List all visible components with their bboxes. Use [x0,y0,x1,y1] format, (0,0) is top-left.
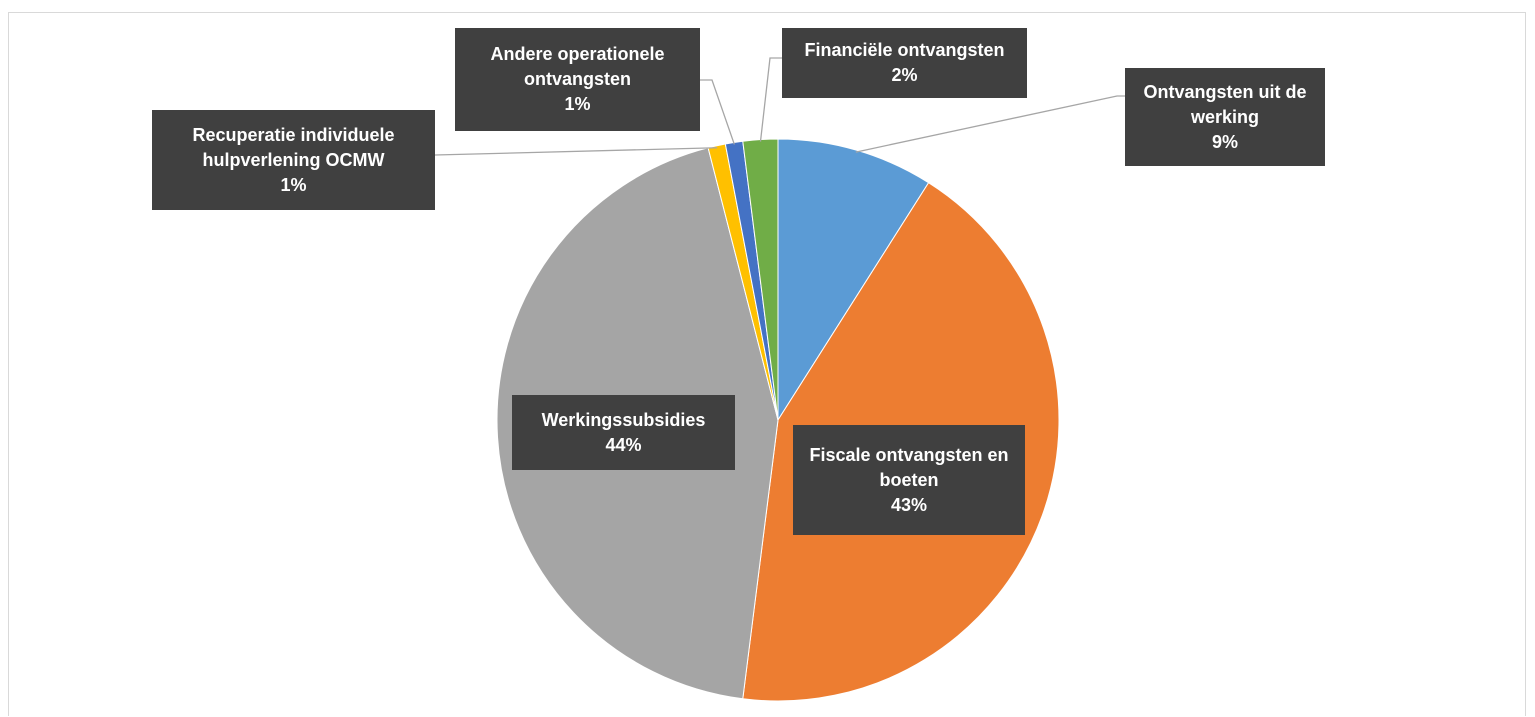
chart-frame [8,12,1526,716]
value-label: 2% [891,65,918,85]
value-label: 9% [1211,131,1238,152]
data-label: Recuperatie individuele hulpverlening OC… [152,110,435,210]
value-label: 1% [564,94,591,114]
category-label: Fiscale ontvangsten en boeten [809,444,1009,490]
data-label: Andere operationele ontvangsten 1% [455,28,700,131]
leader-line [855,95,1125,153]
data-label: Financiële ontvangsten 2% [782,28,1027,98]
category-label: Ontvangsten uit de werking [1143,81,1307,127]
value-label: 1% [280,174,307,195]
value-label: 43% [890,494,928,515]
category-label: Recuperatie individuele hulpverlening OC… [192,124,395,170]
data-label: Ontvangsten uit de werking 9% [1125,68,1325,166]
data-label: Werkingssubsidies 44% [512,395,735,470]
leader-line [759,57,782,142]
data-label: Fiscale ontvangsten en boeten 43% [793,425,1025,535]
category-label: Financiële ontvangsten [804,40,1005,60]
leader-line [434,147,718,156]
category-label: Werkingssubsidies [541,409,706,430]
category-label: Andere operationele ontvangsten [490,44,665,89]
leader-line [700,79,735,145]
value-label: 44% [605,434,642,455]
pie-slice [777,138,930,422]
